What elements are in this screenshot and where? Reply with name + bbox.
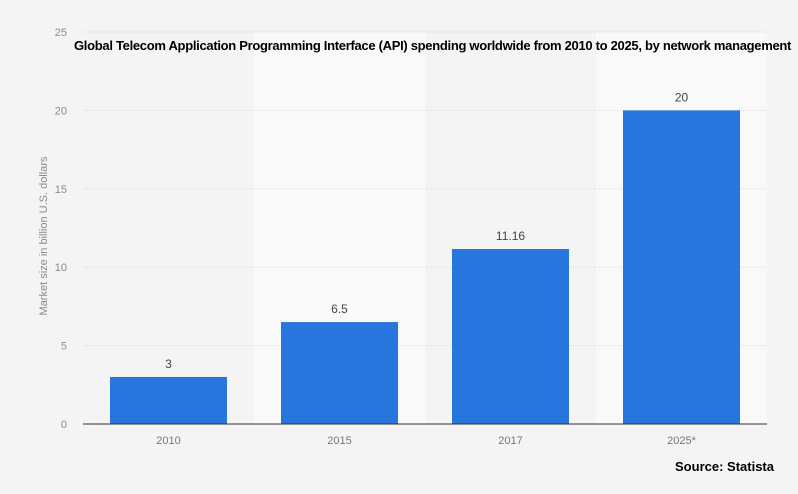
data-label: 20 xyxy=(675,90,689,104)
source-label: Source: Statista xyxy=(675,459,774,474)
x-tick-label: 2025* xyxy=(667,435,696,447)
y-tick-label: 5 xyxy=(61,341,67,353)
y-tick-label: 0 xyxy=(61,419,67,431)
bar xyxy=(623,110,740,425)
chart-title: Global Telecom Application Programming I… xyxy=(74,38,792,53)
y-tick-label: 10 xyxy=(55,262,67,274)
x-tick-label: 2010 xyxy=(156,435,180,447)
y-axis-label: Market size in billion U.S. dollars xyxy=(38,156,50,315)
data-label: 11.16 xyxy=(496,229,525,243)
x-tick-label: 2015 xyxy=(327,435,351,447)
data-label: 6.5 xyxy=(331,302,348,316)
data-label: 3 xyxy=(165,357,172,371)
y-tick-label: 15 xyxy=(55,184,67,196)
y-tick-label: 25 xyxy=(55,27,67,39)
y-tick-label: 20 xyxy=(55,105,67,117)
bar xyxy=(281,322,398,424)
bar xyxy=(452,249,569,424)
bar xyxy=(110,376,227,424)
x-tick-label: 2017 xyxy=(498,435,522,447)
